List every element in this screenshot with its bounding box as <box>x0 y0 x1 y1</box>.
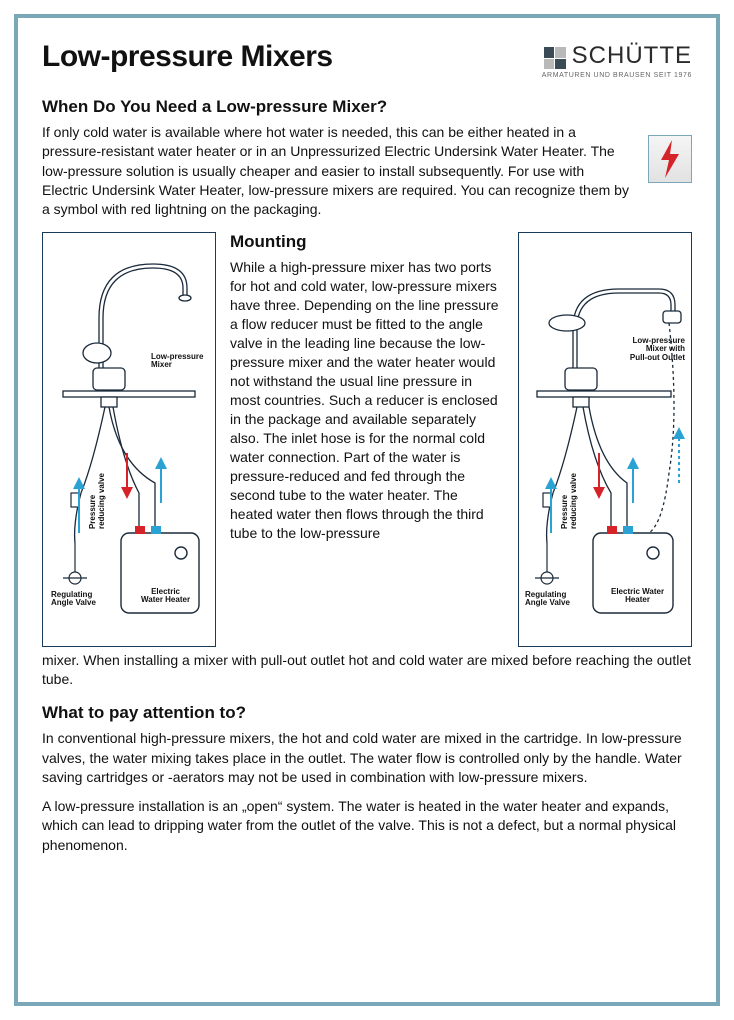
diagram-pullout-mixer: Low-pressure Mixer with Pull-out Outlet … <box>518 232 692 647</box>
label-angle-left: Regulating Angle Valve <box>51 591 96 609</box>
diagram-standard-mixer: Low-pressure Mixer Pressure reducing val… <box>42 232 216 647</box>
intro-section: When Do You Need a Low-pressure Mixer? I… <box>42 97 692 220</box>
lightning-symbol-box <box>648 135 692 183</box>
label-angle-right: Regulating Angle Valve <box>525 591 570 609</box>
header: Low-pressure Mixers SCHÜTTE ARMATUREN UN… <box>42 40 692 79</box>
mounting-continuation: mixer. When installing a mixer with pull… <box>42 651 692 690</box>
brand-logo: SCHÜTTE ARMATUREN UND BRAUSEN SEIT 1976 <box>542 42 692 79</box>
logo-main: SCHÜTTE <box>542 42 692 70</box>
lightning-icon <box>657 140 683 178</box>
attention-p2: A low-pressure installation is an „open“… <box>42 797 692 855</box>
section-heading-when: When Do You Need a Low-pressure Mixer? <box>42 97 692 117</box>
diagram-left-svg <box>43 233 215 648</box>
label-heater-left: Electric Water Heater <box>141 588 190 606</box>
label-heater-right: Electric Water Heater <box>611 588 664 606</box>
section-heading-mounting: Mounting <box>230 232 504 252</box>
page: Low-pressure Mixers SCHÜTTE ARMATUREN UN… <box>0 0 734 1020</box>
label-prv-left: Pressure reducing valve <box>89 473 107 529</box>
attention-p1: In conventional high-pressure mixers, th… <box>42 729 692 787</box>
logo-tagline: ARMATUREN UND BRAUSEN SEIT 1976 <box>542 72 692 79</box>
label-mixer-right: Low-pressure Mixer with Pull-out Outlet <box>630 337 685 363</box>
mounting-body: While a high-pressure mixer has two port… <box>230 258 504 543</box>
section-heading-attention: What to pay attention to? <box>42 703 692 723</box>
logo-text: SCHÜTTE <box>572 42 692 70</box>
label-mixer-left: Low-pressure Mixer <box>151 353 203 371</box>
document-frame: Low-pressure Mixers SCHÜTTE ARMATUREN UN… <box>14 14 720 1006</box>
label-prv-right: Pressure reducing valve <box>561 473 579 529</box>
attention-section: What to pay attention to? In conventiona… <box>42 703 692 855</box>
page-title: Low-pressure Mixers <box>42 40 333 74</box>
mounting-text: Mounting While a high-pressure mixer has… <box>230 232 504 543</box>
intro-body: If only cold water is available where ho… <box>42 123 692 220</box>
logo-mark-icon <box>544 47 566 69</box>
mounting-row: Low-pressure Mixer Pressure reducing val… <box>42 232 692 647</box>
diagram-right-svg <box>519 233 691 648</box>
